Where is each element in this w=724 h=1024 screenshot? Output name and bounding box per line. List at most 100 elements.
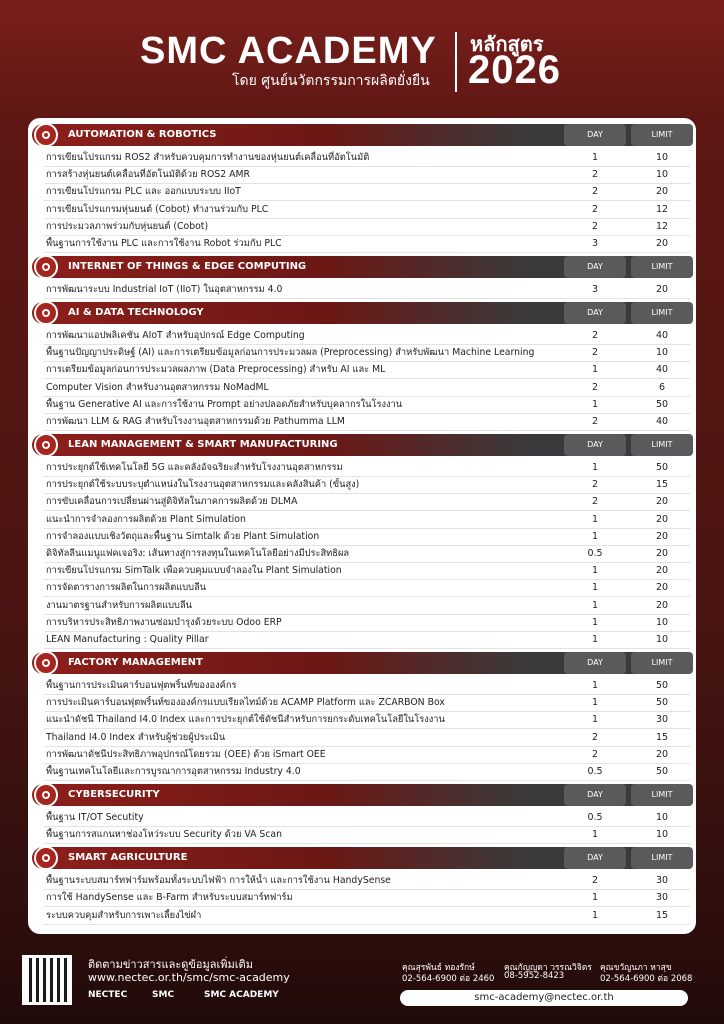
course-limit: 20 (655, 582, 669, 594)
contact-name: คุณสุรพันธ์ ทองรักษ์ (402, 963, 475, 973)
course-days: 1 (591, 513, 599, 525)
course-name: การเตรียมข้อมูลก่อนการประมวลผลภาพ (Data … (46, 364, 386, 376)
row-separator (44, 728, 690, 730)
course-name: การเขียนโปรแกรม SimTalk เพื่อควบคุมแบบจำ… (46, 565, 342, 577)
course-days: 2 (591, 748, 599, 760)
course-limit: 20 (655, 548, 669, 559)
section-icon (34, 846, 58, 871)
course-name: การเขียนโปรแกรม ROS2 สำหรับควบคุมการทำงา… (46, 152, 370, 163)
row-separator (44, 217, 690, 219)
column-header: DAY (564, 847, 626, 870)
section-title: INTERNET OF THINGS & EDGE COMPUTING (68, 261, 307, 272)
course-name: พื้นฐาน Generative AI และการใช้งาน Promp… (46, 398, 403, 410)
row-separator (44, 745, 690, 747)
row-separator (44, 510, 690, 512)
course-label: หลักสูตร (470, 32, 544, 56)
course-limit: 30 (655, 892, 669, 904)
course-limit: 20 (655, 513, 669, 525)
website: www.nectec.or.th/smc/smc-academy (88, 971, 290, 984)
course-days: 2 (591, 203, 599, 215)
row-separator (44, 711, 690, 713)
course-limit: 50 (655, 766, 669, 777)
column-header: DAY (564, 784, 626, 806)
course-limit: 10 (655, 347, 669, 359)
course-days: 1 (591, 565, 599, 577)
course-days: 3 (591, 284, 599, 295)
column-header: LIMIT (631, 124, 693, 146)
section-icon (34, 255, 58, 279)
section-header (32, 784, 692, 806)
course-name: ระบบควบคุมสำหรับการเพาะเลี้ยงไข่ผำ (46, 909, 202, 921)
email: smc-academy@nectec.or.th (400, 990, 688, 1006)
course-limit: 15 (655, 731, 669, 743)
course-limit: 15 (655, 909, 669, 921)
divider (455, 32, 457, 92)
row-separator (44, 826, 690, 827)
course-days: 1 (591, 599, 599, 611)
course-name: การขับเคลื่อนการเปลี่ยนผ่านสู่ดิจิทัลในภ… (46, 496, 298, 508)
row-separator (44, 613, 690, 615)
course-days: 2 (591, 381, 599, 393)
brand-title: SMC ACADEMY (140, 30, 437, 72)
section-icon (34, 301, 58, 325)
contact-name: คุณกัญญดา วรรณวิจิตร (504, 963, 592, 973)
logo: NECTEC (88, 990, 128, 1000)
column-header: LIMIT (631, 302, 693, 324)
course-days: 1 (591, 697, 599, 709)
row-separator (44, 493, 690, 495)
follow-text: ติดตามข่าวสารและดูข้อมูลเพิ่มเติม (88, 958, 253, 971)
row-separator (44, 906, 690, 908)
row-separator (44, 630, 690, 632)
course-name: พื้นฐานการประเมินคาร์บอนฟุตพริ้นท์ขององค… (46, 680, 237, 691)
course-limit: 40 (655, 330, 669, 341)
row-separator (44, 579, 690, 581)
course-name: การจัดตารางการผลิตในการผลิตแบบลีน (46, 582, 207, 594)
course-name: พื้นฐานระบบสมาร์ทฟาร์มพร้อมทั้งระบบไฟฟ้า… (46, 875, 391, 887)
course-limit: 12 (655, 203, 669, 215)
course-limit: 50 (655, 398, 669, 410)
course-days: 2 (591, 479, 599, 491)
course-name: พื้นฐานเทคโนโลยีและการบูรณาการอุตสาหกรรม… (46, 766, 301, 777)
course-days: 2 (591, 496, 599, 508)
row-separator (44, 527, 690, 529)
course-name: การพัฒนาดัชนีประสิทธิภาพอุปกรณ์โดยรวม (O… (46, 748, 326, 760)
course-name: การพัฒนาระบบ Industrial IoT (IIoT) ในอุต… (46, 284, 283, 295)
course-name: พื้นฐานการสแกนหาช่องโหว่ระบบ Security ด้… (46, 829, 283, 841)
course-name: การพัฒนา LLM & RAG สำหรับโรงงานอุตสาหกรร… (46, 416, 345, 427)
course-days: 1 (591, 892, 599, 904)
row-separator (44, 648, 690, 649)
section-header (32, 124, 692, 146)
course-limit: 50 (655, 680, 669, 691)
section-header (32, 847, 692, 870)
course-limit: 50 (655, 462, 669, 473)
course-name: ดิจิทัลลีนแมนูแฟคเจอริง: เส้นทางสู่การลง… (46, 548, 350, 559)
course-name: การประเมินคาร์บอนฟุตพริ้นท์ขององค์กรแบบเ… (46, 697, 445, 709)
row-separator (44, 762, 690, 764)
course-days: 0.5 (587, 548, 603, 559)
course-limit: 40 (655, 364, 669, 376)
course-limit: 15 (655, 479, 669, 491)
course-limit: 10 (655, 829, 669, 841)
row-separator (44, 923, 690, 925)
course-limit: 12 (655, 220, 669, 232)
column-header: DAY (564, 652, 626, 674)
row-separator (44, 166, 690, 167)
course-name: Computer Vision สำหรับงานอุตสาหกรรม NoMa… (46, 381, 269, 393)
section-icon (34, 433, 58, 457)
brand-subtitle: โดย ศูนย์นวัตกรรมการผลิตยั่งยืน (232, 73, 430, 89)
section-title: CYBERSECURITY (68, 789, 160, 800)
course-limit: 10 (655, 616, 669, 628)
course-name: Thailand I4.0 Index สำหรับผู้ช่วยผู้ประเ… (46, 731, 226, 743)
course-days: 2 (591, 347, 599, 359)
row-separator (44, 476, 690, 477)
row-separator (44, 544, 690, 546)
column-header: LIMIT (631, 847, 693, 870)
course-days: 1 (591, 152, 599, 163)
row-separator (44, 378, 690, 380)
course-name: การเขียนโปรแกรม PLC และ ออกแบบระบบ IIoT (46, 186, 241, 198)
column-header: DAY (564, 256, 626, 278)
logo: SMC ACADEMY (204, 990, 279, 1000)
row-separator (44, 183, 690, 185)
course-days: 0.5 (587, 812, 603, 823)
